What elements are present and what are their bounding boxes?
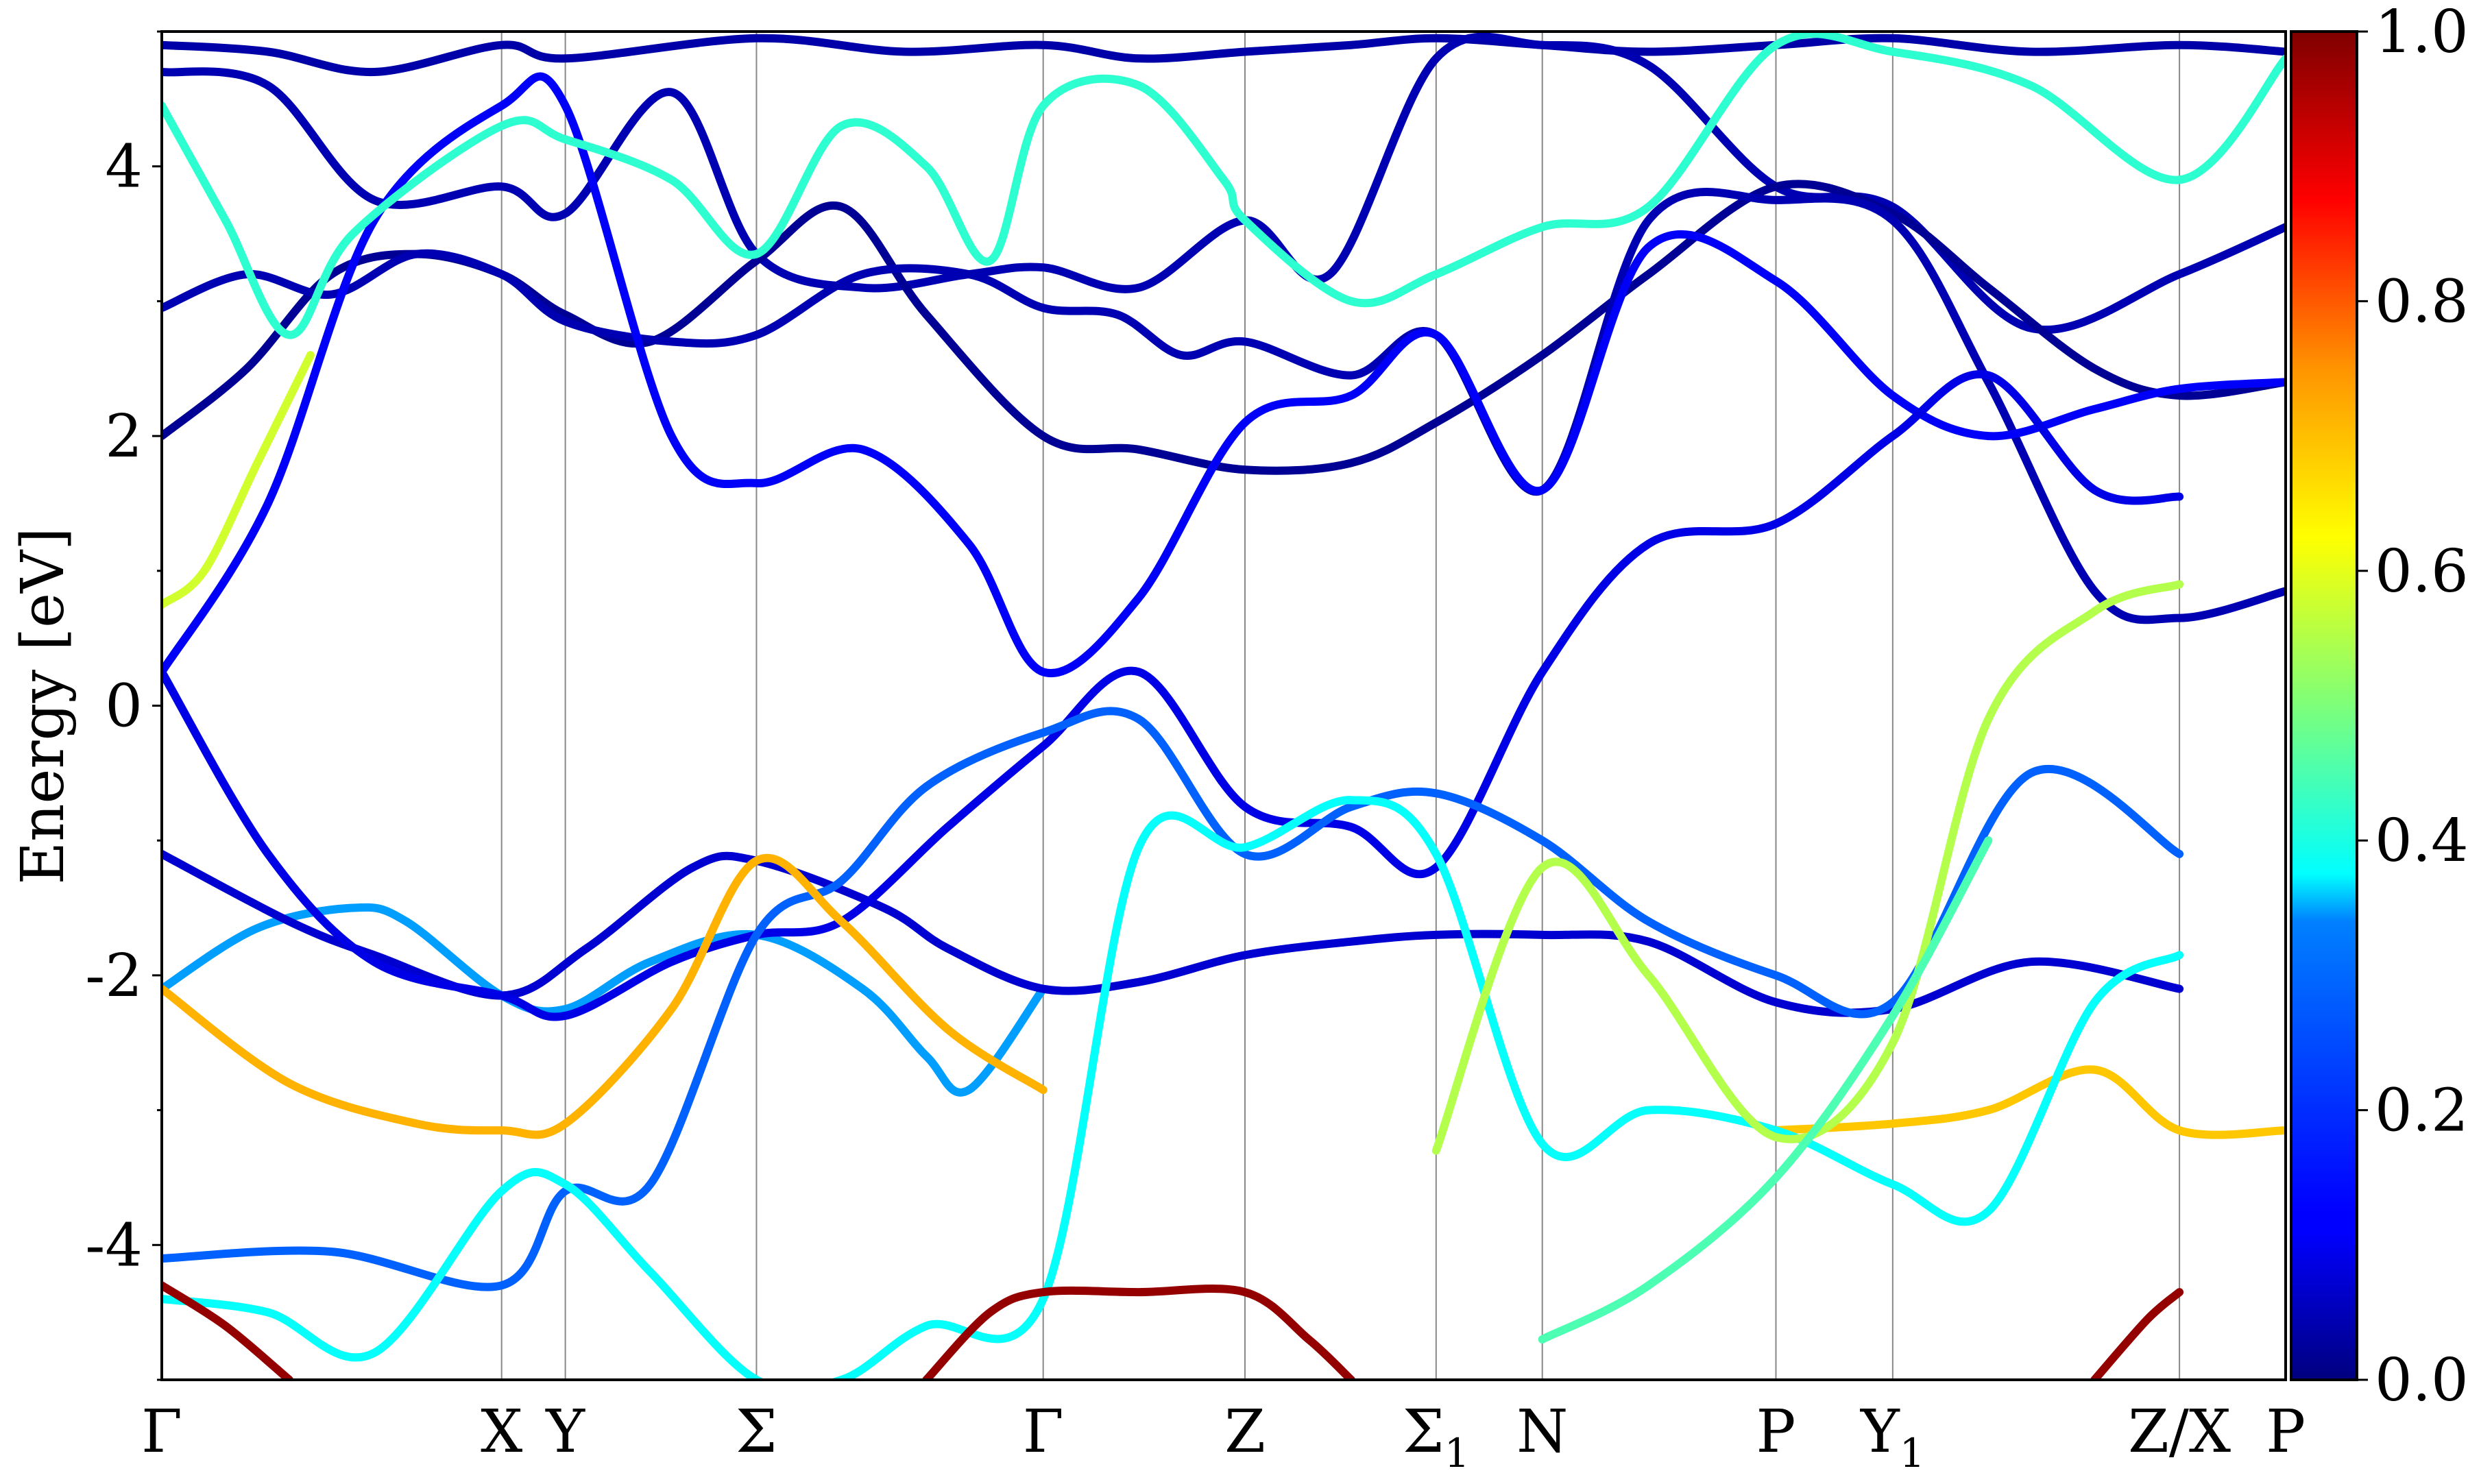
band-line [162,32,2286,334]
x-tick-label: Z [1224,1398,1266,1466]
band-line [162,796,2184,1380]
y-tick-label: 4 [105,133,143,202]
kpoint-label: Γ [1023,1398,1064,1466]
colorbar [2290,30,2358,1381]
x-tick-label: Y [545,1398,585,1466]
band-line [162,34,2286,77]
y-tick-label: -2 [85,942,143,1010]
x-tick-label: P [1756,1398,1796,1466]
kpoint-subscript: 1 [1444,1430,1470,1476]
x-tick-label: Σ1 [1403,1398,1470,1476]
colorbar-tick-label: 0.6 [2375,537,2468,606]
band-line [1538,836,1993,1343]
x-tick-label: P [2266,1398,2306,1466]
band-line [162,188,2286,624]
x-tick-label: Γ [1023,1398,1064,1466]
y-tick-label: -4 [85,1211,143,1280]
band-line [162,903,1048,1097]
band-line [162,853,1048,1139]
x-tick-label: Y1 [1860,1398,1925,1476]
plot-frame [160,30,2287,1381]
band-line [162,351,315,609]
band-line [162,32,2286,339]
y-tick-label: 0 [105,672,143,741]
band-line [162,369,2184,1021]
kpoint-label: Y [1860,1398,1900,1466]
colorbar-tick-label: 0.8 [2375,267,2468,336]
x-tick-label: Z/X [2128,1398,2231,1466]
colorbar-tick-label: 0.2 [2375,1077,2468,1145]
y-tick-label: 2 [105,402,143,471]
x-tick-label: N [1516,1398,1568,1466]
kpoint-label: P [1756,1398,1796,1466]
y-axis-ticks: 4 2 0 -2 -4 [85,30,162,1381]
kpoint-label: N [1516,1398,1568,1466]
colorbar-tick-label: 1.0 [2375,0,2468,66]
colorbar-ticks: 0.0 0.2 0.4 0.6 0.8 1.0 [2357,0,2468,1415]
band-line [162,707,2184,1291]
bands [162,32,2286,1380]
colorbar-tick-label: 0.4 [2375,807,2468,875]
x-tick-label: Γ [141,1398,182,1466]
band-line [2090,1288,2184,1380]
x-tick-label: X [481,1398,522,1466]
kpoint-subscript: 1 [1900,1430,1925,1476]
kpoint-label: Σ [736,1398,777,1466]
x-tick-label: Σ [736,1398,777,1466]
kpoint-label: X [481,1398,522,1466]
kpoint-label: P [2266,1398,2306,1466]
band-line [162,72,2286,677]
y-axis-label: Energy [eV] [9,527,77,884]
kpoint-label: Y [545,1398,585,1466]
band-line [162,1281,293,1380]
kpoint-label: Σ [1403,1398,1444,1466]
kpoint-label: Z/X [2128,1398,2231,1466]
x-axis-ticks: Γ X Y Σ Γ Z Σ1 N P Y1 Z/X P [141,1398,2306,1476]
colorbar-tick-label: 0.0 [2375,1346,2468,1415]
kpoint-label: Γ [141,1398,182,1466]
band-line [922,1285,1355,1380]
band-line [1771,1065,2286,1139]
kpoint-label: Z [1224,1398,1266,1466]
